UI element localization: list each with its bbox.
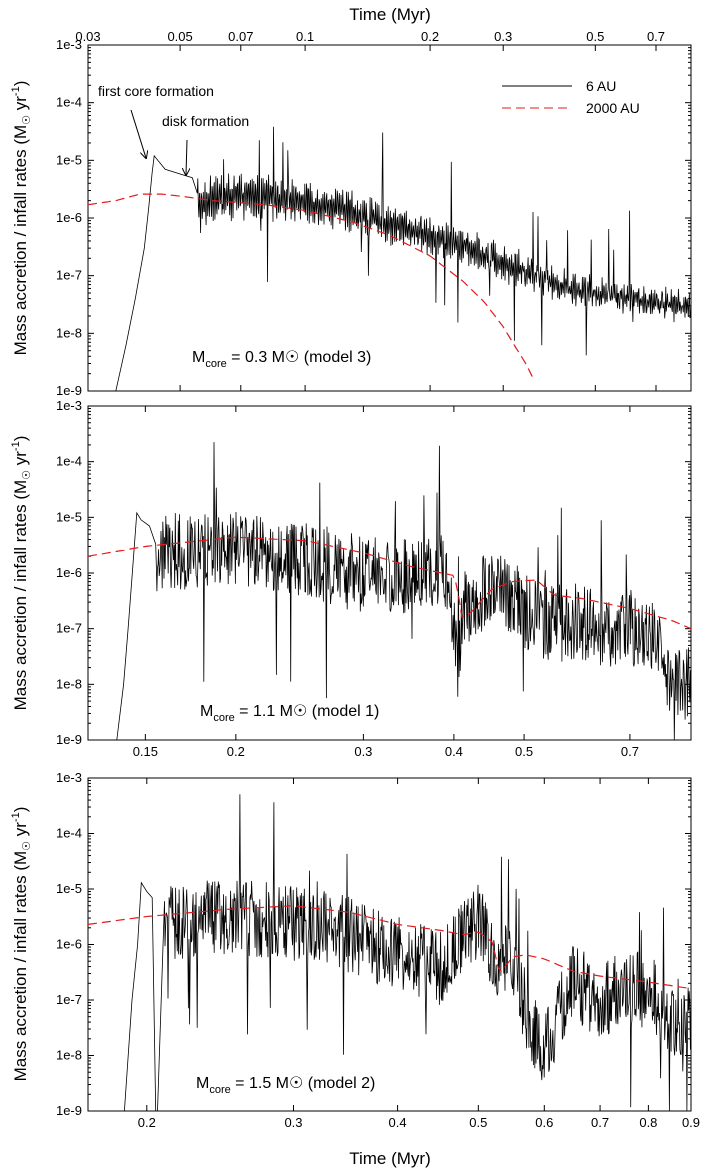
- y-tick-label: 1e-3: [56, 37, 82, 52]
- x-tick-label: 0.3: [354, 744, 372, 759]
- series-2000au-line: [87, 905, 692, 990]
- y-axis-label-panel-2: Mass accretion / infall rates (M☉ yr-1): [10, 436, 33, 711]
- y-tick-label: 1e-3: [56, 770, 82, 785]
- panel-model-3: 1e-91e-81e-71e-61e-51e-41e-3 0.03 0.05 0.0…: [56, 29, 692, 398]
- x-tick-label: 0.15: [133, 744, 158, 759]
- x-tick-label: 0.5: [515, 744, 533, 759]
- panel-model-2: 1e-91e-81e-71e-61e-51e-41e-3 0.2 0.3 0.4 0.…: [56, 770, 700, 1130]
- panel-curves: [87, 794, 692, 1112]
- x-tick-label: 0.1: [296, 29, 314, 44]
- y-tick-label: 1e-5: [56, 881, 82, 896]
- y-tick-label: 1e-8: [56, 325, 82, 340]
- annotation-disk: disk formation: [162, 113, 249, 129]
- x-tick-label: 0.5: [469, 1115, 487, 1130]
- y-axis-ticks: 1e-9 1e-8 1e-7 1e-6 1e-5 1e-4 1e-3: [56, 770, 691, 1118]
- panel-label: Mcore = 1.5 M☉ (model 2): [196, 1075, 375, 1096]
- x-tick-label: 0.6: [535, 1115, 553, 1130]
- legend: 6 AU 2000 AU: [502, 78, 640, 116]
- y-tick-label: 1e-4: [56, 95, 82, 110]
- x-axis-ticks: 0.15 0.2 0.3 0.4 0.5 0.7: [133, 406, 639, 759]
- series-6au-line: [116, 442, 692, 741]
- y-tick-label: 1e-4: [56, 826, 82, 841]
- x-tick-label: 0.3: [284, 1115, 302, 1130]
- bottom-axis-label: Time (Myr): [349, 1149, 431, 1168]
- series-6au-line: [124, 794, 692, 1112]
- x-axis-ticks: 0.03 0.05 0.07 0.1 0.2 0.3 0.5 0.7: [75, 29, 665, 391]
- y-tick-label: 1e-9: [56, 1103, 82, 1118]
- x-axis-ticks: 0.2 0.3 0.4 0.5 0.6 0.7 0.8 0.9: [138, 778, 700, 1130]
- y-tick-label: 1e-6: [56, 937, 82, 952]
- y-tick-label: 1e-6: [56, 565, 82, 580]
- y-tick-label: 1e-7: [56, 621, 82, 636]
- x-tick-label: 0.4: [389, 1115, 407, 1130]
- x-tick-label: 0.7: [591, 1115, 609, 1130]
- annotation-arrow-disk: [186, 139, 187, 175]
- y-tick-label: 1e-4: [56, 454, 82, 469]
- x-tick-label: 0.5: [586, 29, 604, 44]
- series-2000au-line: [87, 193, 535, 380]
- y-tick-label: 1e-5: [56, 152, 82, 167]
- x-tick-label: 0.2: [421, 29, 439, 44]
- x-tick-label: 0.05: [167, 29, 192, 44]
- annotation-first-core: first core formation: [98, 83, 214, 99]
- x-tick-label: 0.2: [227, 744, 245, 759]
- annotation-arrow-first-core: [130, 109, 146, 158]
- legend-label-6au: 6 AU: [586, 78, 616, 94]
- x-tick-label: 0.9: [682, 1115, 700, 1130]
- y-axis-ticks: 1e-9 1e-8 1e-7 1e-6 1e-5 1e-4 1e-3: [56, 398, 691, 747]
- series-2000au-line: [87, 536, 692, 630]
- y-tick-label: 1e-9: [56, 383, 82, 398]
- y-tick-label: 1e-7: [56, 992, 82, 1007]
- x-tick-label: 0.3: [494, 29, 512, 44]
- y-tick-label: 1e-8: [56, 676, 82, 691]
- x-tick-label: 0.07: [228, 29, 253, 44]
- x-tick-label: 0.7: [621, 744, 639, 759]
- y-axis-label-panel-3: Mass accretion / infall rates (M☉ yr-1): [10, 807, 33, 1082]
- y-axis-label-panel-1: Mass accretion / infall rates (M☉ yr-1): [10, 81, 33, 356]
- x-tick-label: 0.8: [639, 1115, 657, 1130]
- x-tick-label: 0.7: [647, 29, 665, 44]
- panel-label: Mcore = 1.1 M☉ (model 1): [200, 703, 379, 724]
- y-axis-ticks: 1e-9 1e-8 1e-7 1e-6 1e-5 1e-4 1e-3: [56, 37, 691, 398]
- y-tick-label: 1e-3: [56, 398, 82, 413]
- panel-model-1: 1e-91e-81e-71e-61e-51e-41e-3 0.15 0.2 0.3 0…: [56, 398, 692, 759]
- y-tick-label: 1e-8: [56, 1048, 82, 1063]
- panel-curves: [87, 126, 692, 392]
- top-axis-label: Time (Myr): [349, 5, 431, 24]
- y-tick-label: 1e-7: [56, 268, 82, 283]
- x-tick-label: 0.2: [138, 1115, 156, 1130]
- x-tick-label: 0.4: [445, 744, 463, 759]
- y-tick-label: 1e-9: [56, 732, 82, 747]
- y-tick-label: 1e-5: [56, 509, 82, 524]
- panel-label: Mcore = 0.3 M☉ (model 3): [192, 349, 371, 370]
- x-tick-label: 0.03: [75, 29, 100, 44]
- panel-curves: [87, 442, 692, 741]
- y-tick-label: 1e-6: [56, 210, 82, 225]
- legend-label-2000au: 2000 AU: [586, 100, 640, 116]
